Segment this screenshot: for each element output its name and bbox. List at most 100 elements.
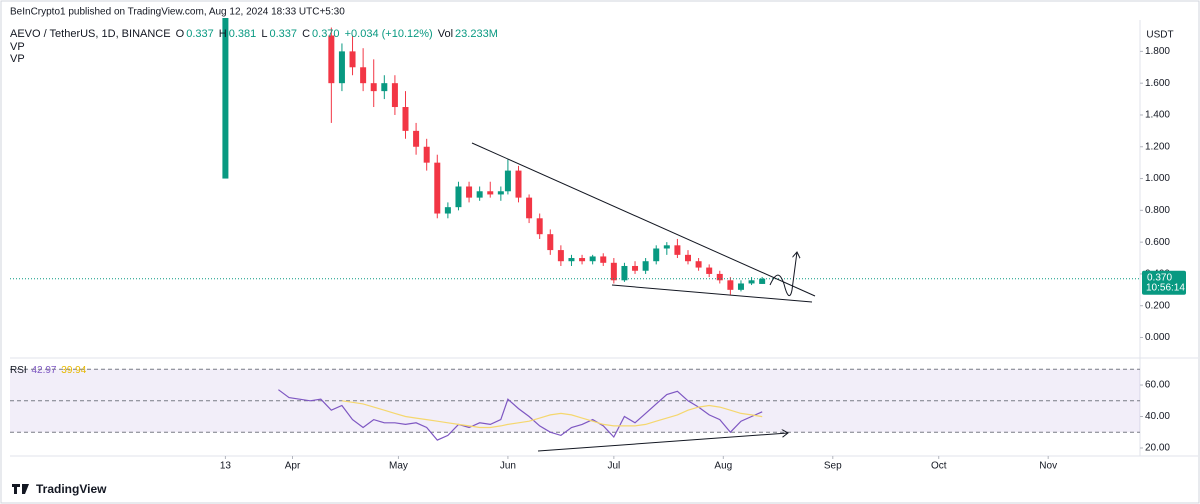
candle-body — [466, 186, 473, 198]
ohlc-label: C — [302, 28, 311, 40]
candle-body — [497, 191, 504, 195]
rsi-ma-value: 39.94 — [61, 365, 87, 376]
y-tick-label: 0.800 — [1145, 205, 1170, 216]
y-tick-label: 60.00 — [1145, 380, 1170, 391]
ohlc-label: H — [218, 28, 227, 40]
x-tick-label: Jul — [607, 461, 620, 472]
rsi-line — [341, 400, 763, 429]
candle-body — [391, 83, 398, 108]
candle-body — [413, 130, 420, 147]
candle-body — [434, 162, 441, 214]
candle-body — [642, 261, 649, 271]
candle-body — [370, 83, 377, 92]
ohlc-value: 0.370 — [312, 28, 340, 40]
candle-body — [600, 256, 607, 263]
candle-body — [222, 18, 229, 179]
ohlc-label: L — [261, 28, 268, 40]
volume-label: Vol — [437, 28, 454, 40]
candle-body — [568, 258, 575, 262]
candle-body — [328, 35, 335, 84]
indicator: VP — [10, 41, 25, 53]
candle-body — [476, 191, 483, 198]
candle-body — [349, 51, 356, 68]
y-tick-label: 1.200 — [1145, 141, 1170, 152]
candle-body — [706, 267, 713, 274]
rsi-value: 42.97 — [31, 365, 57, 376]
candle-body — [381, 83, 388, 92]
ohlc-value: 0.337 — [269, 28, 297, 40]
candle-body — [589, 256, 596, 262]
y-tick-label: 1.000 — [1145, 173, 1170, 184]
indicator: VP — [10, 53, 25, 65]
y-tick-label: 0.600 — [1145, 237, 1170, 248]
x-tick-label: Nov — [1039, 461, 1057, 472]
breakout-arrow — [769, 252, 797, 297]
symbol: AEVO / TetherUS, 1D, BINANCE — [10, 28, 171, 40]
candle-body — [759, 278, 766, 284]
x-tick-label: Oct — [931, 461, 947, 472]
y-tick-label: 40.00 — [1145, 411, 1170, 422]
volume: 23.233M — [455, 28, 498, 40]
candle-body — [360, 67, 367, 84]
candle-body — [695, 261, 702, 268]
y-tick-label: 20.00 — [1145, 443, 1170, 454]
x-tick-label: 13 — [220, 461, 232, 472]
candle-body — [557, 250, 564, 262]
candle-body — [526, 197, 533, 219]
y-tick-label: 1.400 — [1145, 110, 1170, 121]
countdown: 10:56:14 — [1146, 282, 1185, 293]
y-axis-label: USDT — [1146, 30, 1173, 41]
x-tick-label: Aug — [714, 461, 732, 472]
candle-body — [515, 170, 522, 198]
ohlc-value: 0.381 — [228, 28, 257, 40]
candle-body — [610, 262, 617, 281]
candle-body — [487, 191, 494, 195]
candle-body — [444, 207, 451, 214]
last-price-tag — [1142, 270, 1186, 295]
publisher: BeInCrypto1 published on TradingView.com… — [10, 7, 345, 18]
candle-body — [632, 265, 639, 271]
candle-body — [748, 280, 755, 284]
last-price-label: 0.370 — [1147, 272, 1172, 283]
x-tick-label: May — [389, 461, 408, 472]
candle-body — [455, 186, 462, 208]
candle-body — [536, 218, 543, 235]
price-pane — [10, 18, 1140, 295]
candle-body — [663, 245, 670, 249]
symbol-legend: AEVO / TetherUS, 1D, BINANCE O 0.337 H 0.3… — [10, 28, 500, 40]
x-tick-label: Sep — [824, 461, 842, 472]
x-tick-label: Jun — [500, 461, 516, 472]
y-tick-label: 1.800 — [1145, 46, 1170, 57]
candle-body — [674, 245, 681, 255]
y-tick-label: 0.000 — [1145, 332, 1170, 343]
support-trendline — [611, 284, 813, 303]
candle-body — [727, 280, 734, 290]
candle-body — [621, 265, 628, 281]
rsi-line — [278, 389, 763, 441]
candle-body — [716, 273, 723, 281]
candle-body — [504, 170, 511, 192]
candle-body — [402, 107, 409, 131]
rsi-legend: RSI 42.97 39.94 — [10, 365, 88, 376]
axes: 13 Apr May Jun Jul Aug Sep Oct Nov USDT 0.000 0.200… — [220, 30, 1186, 472]
ohlc-value: 0.337 — [186, 28, 214, 40]
rsi-pane — [10, 368, 1140, 441]
candle-body — [423, 146, 430, 163]
candle-body — [737, 283, 744, 290]
candle-body — [579, 258, 586, 262]
candle-body — [338, 51, 345, 84]
brand: TradingView — [36, 482, 107, 496]
x-tick-label: Apr — [285, 461, 301, 472]
candle-body — [653, 248, 660, 262]
rsi-title: RSI — [10, 365, 27, 376]
y-tick-label: 0.200 — [1145, 300, 1170, 311]
rsi-trendline — [537, 433, 788, 452]
brand-logo — [12, 484, 29, 494]
ohlc-label: O — [175, 28, 185, 40]
candle-body — [547, 234, 554, 251]
change: +0.034 (+10.12%) — [344, 28, 433, 40]
y-tick-label: 1.600 — [1145, 78, 1170, 89]
